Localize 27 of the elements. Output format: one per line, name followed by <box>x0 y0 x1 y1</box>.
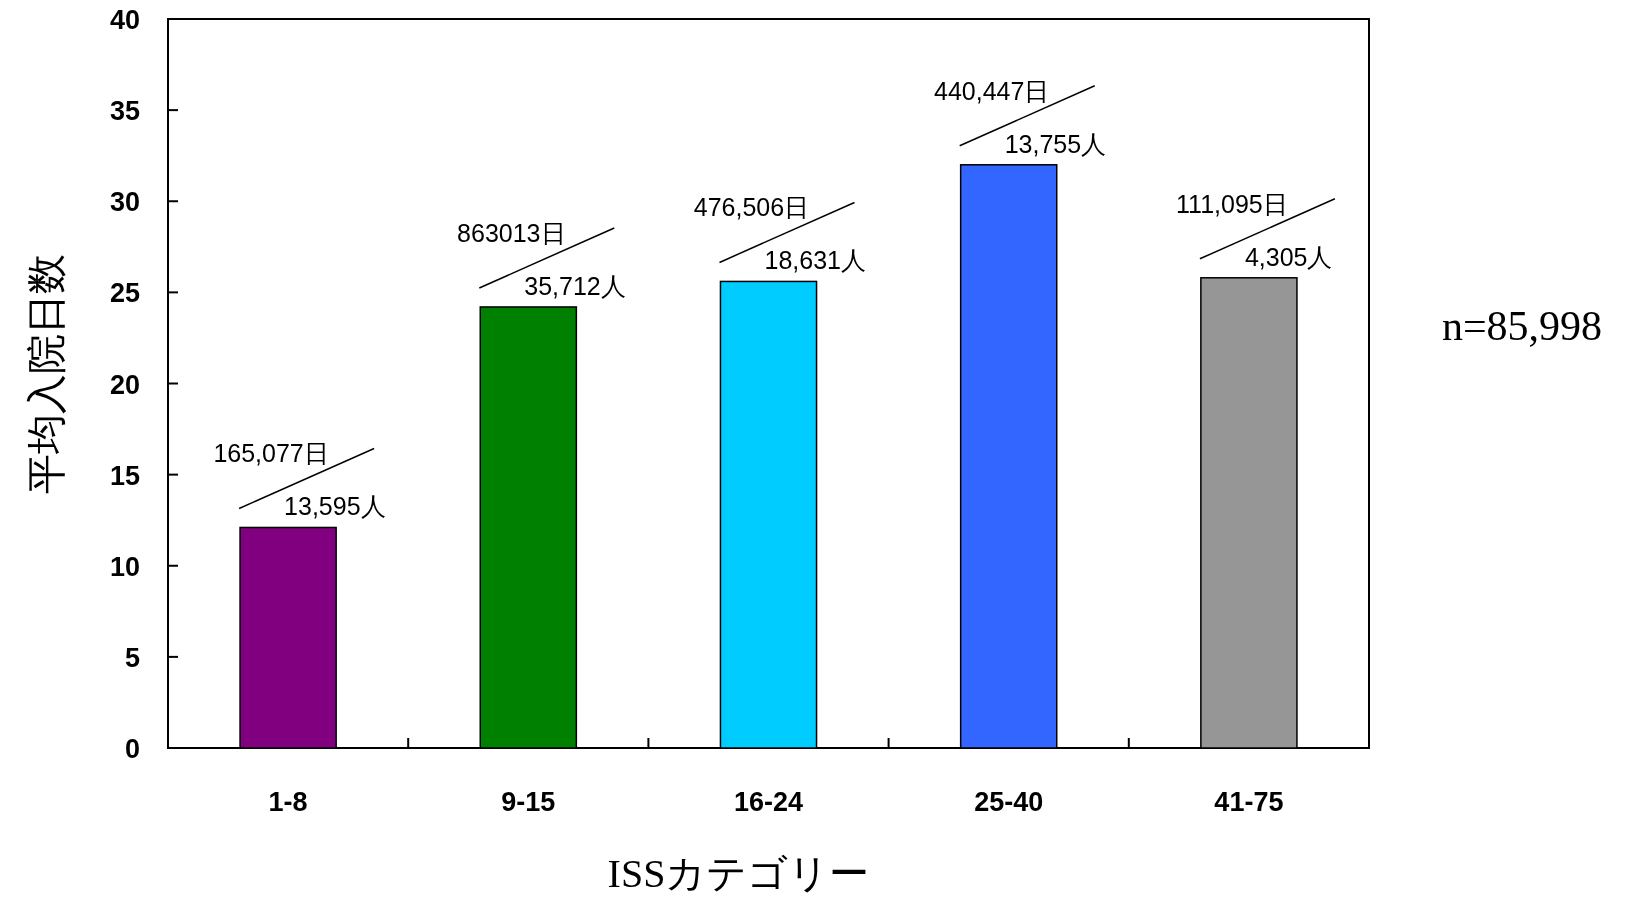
x-axis-title: ISSカテゴリー <box>607 851 870 896</box>
y-axis-title: 平均入院日数 <box>24 253 68 494</box>
annotation: 13,755人 <box>1004 129 1107 158</box>
annotation: 863013日 <box>457 218 566 247</box>
x-tick-label: 9-15 <box>501 787 556 817</box>
y-tick-label: 10 <box>109 551 140 582</box>
annotation: 35,712人 <box>524 271 626 300</box>
annotation: 440,447日 <box>934 76 1050 105</box>
annotation: 18,631人 <box>764 246 866 275</box>
annotation: 13,595人 <box>284 492 386 521</box>
annotation: 4,305人 <box>1244 242 1333 271</box>
x-tick-label: 41-75 <box>1214 787 1284 817</box>
annotation: 111,095日 <box>1176 189 1288 218</box>
y-tick-label: 30 <box>109 187 140 218</box>
y-tick-label: 5 <box>124 642 140 673</box>
y-tick-label: 25 <box>109 278 140 309</box>
x-tick-label: 1-8 <box>268 787 308 817</box>
y-tick-label: 40 <box>109 5 140 35</box>
text: n=85,998 <box>1441 303 1603 349</box>
annotation: 165,077日 <box>213 439 329 468</box>
y-tick-label: 35 <box>109 96 140 127</box>
y-tick-label: 20 <box>109 369 140 400</box>
y-tick-label: 0 <box>124 734 140 764</box>
y-tick-label: 15 <box>109 460 140 491</box>
x-tick-label: 25-40 <box>974 787 1044 817</box>
annotation: 476,506日 <box>693 193 810 222</box>
x-tick-label: 16-24 <box>733 787 804 817</box>
